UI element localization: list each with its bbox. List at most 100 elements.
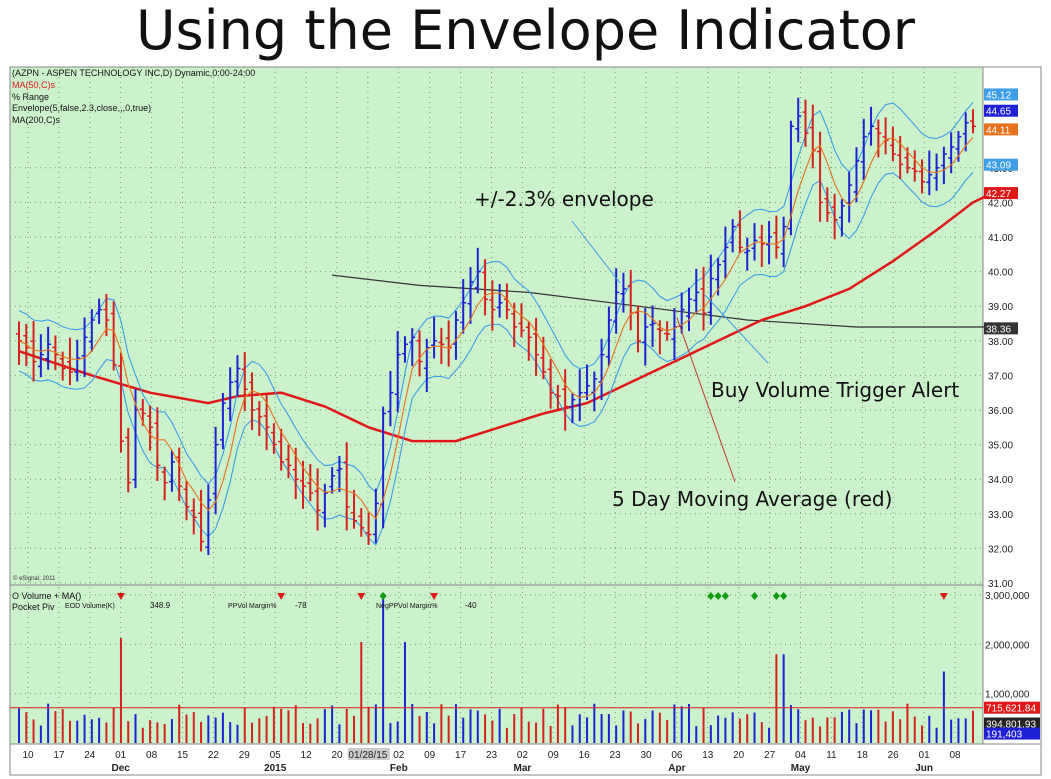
- volume-label-text: 715,621.84: [986, 704, 1036, 715]
- sell-marker-icon: [116, 593, 125, 600]
- ppvol-margin-label: PPVol Margin%: [228, 603, 277, 610]
- date-tick-label: 16: [579, 750, 591, 761]
- price-bar: [125, 427, 132, 493]
- ppvol-margin-value: -78: [295, 601, 307, 610]
- price-bar: [700, 266, 707, 331]
- price-tick-label: 31.00: [988, 579, 1013, 590]
- price-label-text: 44.11: [986, 125, 1011, 136]
- date-tick-label: 23: [486, 750, 498, 761]
- date-tick-label: 06: [671, 750, 683, 761]
- price-bar: [336, 455, 343, 493]
- date-tick-label: 01: [115, 750, 127, 761]
- price-bar: [838, 199, 845, 237]
- buy-marker-icon: [707, 592, 715, 600]
- price-bar: [198, 489, 205, 552]
- price-bar: [533, 317, 540, 376]
- price-bar: [554, 385, 561, 410]
- price-label: 43.09: [984, 158, 1018, 172]
- buy-marker-icon: [714, 592, 722, 600]
- price-bar: [372, 488, 379, 544]
- date-tick-label: 01: [919, 750, 931, 761]
- price-label: 38.36: [984, 322, 1018, 335]
- volume-grid: [10, 594, 983, 695]
- envelope-pointer: [571, 220, 621, 284]
- price-bar: [241, 352, 248, 411]
- price-bar: [387, 371, 394, 427]
- price-bar: [452, 311, 459, 360]
- date-tick-label: 12: [301, 750, 313, 761]
- price-label-text: 44.65: [986, 107, 1011, 118]
- price-bar: [489, 280, 496, 331]
- price-bar: [780, 216, 787, 268]
- annotation-ma5: 5 Day Moving Average (red): [612, 487, 892, 511]
- price-bar: [394, 331, 401, 412]
- price-bar: [620, 272, 627, 313]
- price-bar: [256, 401, 263, 436]
- negppvol-margin-label: NegPPVol Margin%: [376, 603, 437, 610]
- price-tick-label: 39.00: [988, 302, 1013, 313]
- price-bar: [824, 187, 831, 222]
- date-tick-label: 20: [331, 750, 343, 761]
- price-label: 44.65: [984, 104, 1018, 118]
- price-bar: [584, 364, 591, 400]
- copyright: © eSignal, 2011: [13, 575, 56, 582]
- date-tick-label: 15: [177, 750, 189, 761]
- price-bar: [147, 405, 154, 451]
- envelope-upper-line: [18, 102, 974, 494]
- month-label: May: [791, 763, 811, 774]
- annotation-envelope: +/-2.3% envelope: [474, 187, 654, 211]
- price-bar: [613, 268, 620, 334]
- price-bar: [66, 337, 73, 386]
- price-tick-label: 42.00: [988, 198, 1013, 209]
- price-bar: [205, 484, 212, 555]
- negppvol-margin-value: -40: [465, 601, 477, 610]
- price-label-text: 38.36: [986, 324, 1011, 335]
- date-tick-label: 01/28/15: [348, 750, 387, 761]
- price-bar: [605, 306, 612, 366]
- price-bar: [868, 106, 875, 146]
- price-bar: [518, 303, 525, 338]
- price-bar: [525, 321, 532, 361]
- price-bar: [307, 464, 314, 502]
- volume-tick-label: 3,000,000: [985, 591, 1030, 602]
- month-label: Apr: [668, 763, 685, 774]
- date-tick-label: 08: [146, 750, 158, 761]
- price-bar: [649, 305, 656, 347]
- price-bar: [74, 339, 81, 382]
- price-bar: [110, 301, 117, 371]
- price-bar: [176, 447, 183, 502]
- price-bar: [409, 328, 416, 367]
- price-bar: [948, 132, 955, 174]
- price-bar: [321, 483, 328, 528]
- price-bar: [300, 460, 307, 509]
- price-bar: [751, 223, 758, 261]
- price-bar: [919, 159, 926, 194]
- volume-label: 394,801.93: [984, 717, 1040, 731]
- month-label: Dec: [112, 763, 131, 774]
- price-label-text: 45.12: [986, 90, 1011, 101]
- price-bar: [81, 317, 88, 378]
- eod-volume-value: 348.9: [150, 601, 171, 610]
- price-bar: [562, 369, 569, 431]
- header-symbol: (AZPN - ASPEN TECHNOLOGY INC,D) Dynamic,…: [12, 68, 255, 78]
- price-bar: [460, 279, 467, 334]
- eod-volume-label: EOD Volume(K): [65, 603, 115, 610]
- price-bar: [314, 468, 321, 531]
- price-bar: [212, 426, 219, 515]
- date-tick-label: 02: [393, 750, 405, 761]
- price-bar: [227, 367, 234, 422]
- price-bar: [569, 392, 576, 424]
- price-bar: [707, 254, 714, 325]
- price-bar: [656, 320, 663, 355]
- slide-title: Using the Envelope Indicator: [136, 0, 915, 62]
- header-ma50: MA(50,C)s: [12, 80, 56, 90]
- axis-panel: [982, 66, 1042, 745]
- price-tick-label: 36.00: [988, 406, 1013, 417]
- price-label: 44.11: [984, 123, 1018, 136]
- price-tick-label: 33.00: [988, 510, 1013, 521]
- date-tick-label: 09: [424, 750, 436, 761]
- price-bar: [30, 321, 37, 382]
- price-label: 45.12: [984, 88, 1018, 101]
- date-tick-label: 18: [857, 750, 869, 761]
